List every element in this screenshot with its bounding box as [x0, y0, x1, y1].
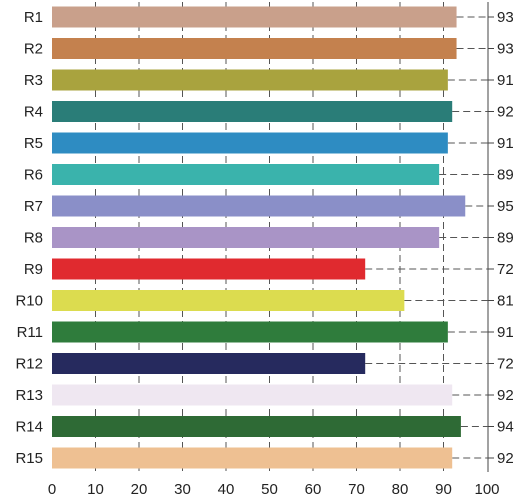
x-tick-label: 50: [261, 481, 278, 498]
bar-R2: [52, 38, 457, 59]
value-label: 92: [497, 104, 514, 121]
value-label: 89: [497, 230, 514, 247]
x-tick-label: 10: [87, 481, 104, 498]
category-label: R8: [24, 230, 43, 247]
bar-R8: [52, 227, 440, 248]
category-label: R13: [15, 387, 43, 404]
value-label: 93: [497, 9, 514, 26]
bar-R13: [52, 384, 453, 406]
x-tick-label: 0: [48, 481, 56, 498]
category-label: R3: [24, 72, 43, 89]
x-tick-label: 90: [435, 481, 452, 498]
value-label: 91: [497, 135, 514, 152]
value-label: 91: [497, 324, 514, 341]
labels: 0 10 20 30 40 50 60 70 80 90 100 R1 93 R2 93 R3 91 R4 92 R5…: [15, 9, 513, 498]
x-tick-label: 40: [218, 481, 235, 498]
x-tick-label: 20: [131, 481, 148, 498]
category-label: R14: [15, 419, 43, 436]
value-label: 93: [497, 41, 514, 58]
category-label: R1: [24, 9, 43, 26]
category-label: R6: [24, 167, 43, 184]
bar-R10: [52, 290, 405, 311]
category-label: R9: [24, 261, 43, 278]
category-label: R2: [24, 41, 43, 58]
category-label: R12: [15, 356, 43, 373]
value-label: 72: [497, 261, 514, 278]
category-label: R4: [24, 104, 43, 121]
bar-R14: [52, 416, 461, 437]
bar-R1: [52, 6, 457, 28]
category-label: R11: [17, 324, 43, 341]
value-label: 72: [497, 356, 514, 373]
bar-R11: [52, 321, 448, 343]
x-tick-label: 60: [305, 481, 322, 498]
value-label: 91: [497, 72, 514, 89]
bar-R9: [52, 258, 366, 280]
category-label: R15: [15, 450, 43, 467]
bar-R4: [52, 101, 453, 122]
value-label: 95: [497, 198, 514, 215]
category-label: R5: [24, 135, 43, 152]
x-tick-label: 30: [174, 481, 191, 498]
value-label: 89: [497, 167, 514, 184]
category-label: R7: [24, 198, 43, 215]
x-tick-label: 80: [392, 481, 409, 498]
category-label: R10: [15, 293, 43, 310]
x-tick-label: 100: [474, 481, 499, 498]
value-label: 81: [497, 293, 514, 310]
x-tick-label: 70: [348, 481, 365, 498]
value-label: 92: [497, 450, 514, 467]
bars: [52, 6, 466, 469]
bar-R7: [52, 195, 466, 217]
bar-R3: [52, 69, 448, 91]
value-label: 92: [497, 387, 514, 404]
bar-R15: [52, 447, 453, 469]
value-label: 94: [497, 419, 514, 436]
bar-R5: [52, 132, 448, 154]
bar-R6: [52, 164, 440, 185]
bar-R12: [52, 353, 366, 374]
